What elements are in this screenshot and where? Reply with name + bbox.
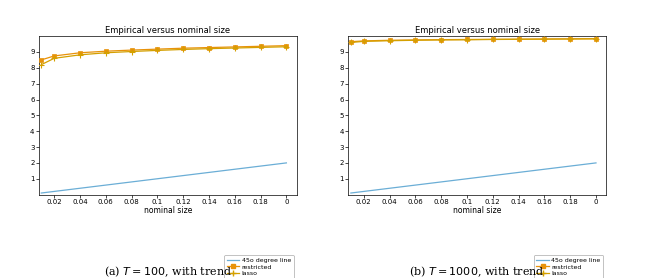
Title: Empirical versus nominal size: Empirical versus nominal size [105, 26, 230, 35]
Title: Empirical versus nominal size: Empirical versus nominal size [415, 26, 540, 35]
Text: (b) $T = 1000$, with trend: (b) $T = 1000$, with trend [410, 264, 545, 278]
Text: (a) $T = 100$, with trend: (a) $T = 100$, with trend [104, 264, 232, 278]
Legend: 45o degree line, restricted, lasso: 45o degree line, restricted, lasso [224, 255, 293, 278]
X-axis label: nominal size: nominal size [143, 206, 192, 215]
X-axis label: nominal size: nominal size [453, 206, 502, 215]
Legend: 45o degree line, restricted, lasso: 45o degree line, restricted, lasso [534, 255, 603, 278]
